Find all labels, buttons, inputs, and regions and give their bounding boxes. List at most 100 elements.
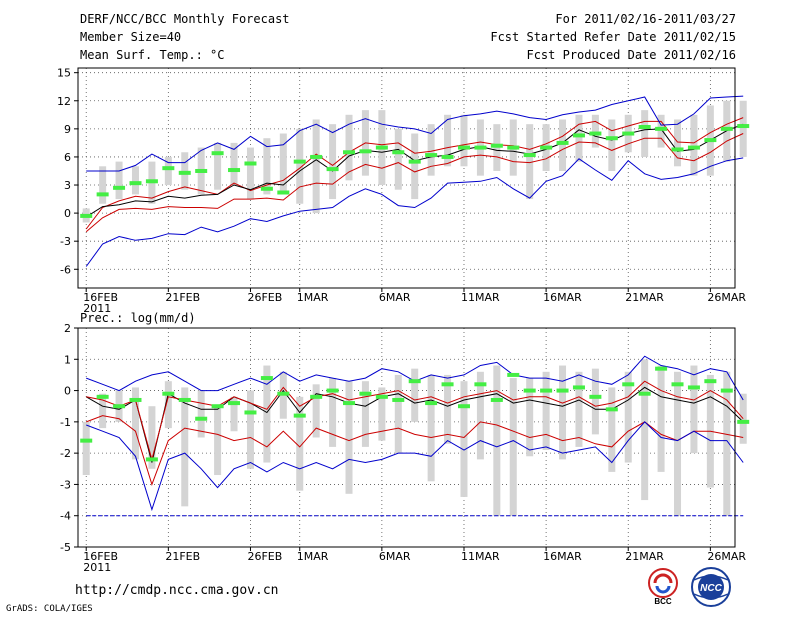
panel-1-median-marker-13 xyxy=(293,159,306,164)
panel-2-xtick-label: 26FEB xyxy=(247,550,282,563)
panel-2-median-marker-15 xyxy=(326,388,339,393)
panel-2-spread-box-15 xyxy=(329,378,337,447)
panel-1-xtick-label: 6MAR xyxy=(379,291,411,304)
panel-2-spread-box-36 xyxy=(674,371,682,516)
fcst-produced-date: Fcst Produced Date 2011/02/16 xyxy=(526,48,736,62)
panel-2-ytick-label: -2 xyxy=(60,447,71,460)
panel-2-median-marker-39 xyxy=(720,388,733,393)
source-url[interactable]: http://cmdp.ncc.cma.gov.cn xyxy=(75,583,279,598)
panel-1-ytick-label: 3 xyxy=(64,179,71,192)
panel-1-ytick-label: 0 xyxy=(64,207,71,220)
panel-1-median-marker-32 xyxy=(605,136,618,141)
panel-1-spread-box-36 xyxy=(674,119,682,167)
panel-2-spread-box-6 xyxy=(181,387,189,507)
panel-1-xtick-year: 2011 xyxy=(83,302,111,315)
panel-1-median-marker-15 xyxy=(326,167,339,172)
panel-2-spread-box-28 xyxy=(542,371,550,451)
panel-2-median-marker-11 xyxy=(260,376,273,381)
panel-2-ytick-label: -5 xyxy=(60,541,71,554)
panel-2-median-marker-31 xyxy=(589,394,602,399)
panel-2-median-marker-16 xyxy=(343,401,356,406)
panel-2-spread-box-11 xyxy=(263,365,271,463)
panel-2-spread-box-39 xyxy=(723,371,731,516)
panel-1-spread-box-31 xyxy=(591,114,599,148)
panel-2-spread-box-22 xyxy=(444,374,452,444)
panel-1-median-marker-34 xyxy=(638,124,651,129)
panel-2-spread-box-27 xyxy=(526,378,534,457)
panel-2-ytick-label: 0 xyxy=(64,385,71,398)
panel-2-spread-box-1 xyxy=(99,393,107,429)
panel-1-median-marker-5 xyxy=(162,166,175,171)
ncc-logo: NCC xyxy=(691,567,731,607)
panel-2-xtick-label: 1MAR xyxy=(297,550,329,563)
panel-2-median-marker-33 xyxy=(622,382,635,387)
grads-credit: GrADS: COLA/IGES xyxy=(6,604,93,614)
panel-2-median-marker-1 xyxy=(96,394,109,399)
panel-2-spread-box-33 xyxy=(624,371,632,463)
panel-2-line-mean xyxy=(85,386,744,463)
panel-2-median-marker-35 xyxy=(655,366,668,371)
panel-2-ytick-label: -1 xyxy=(60,416,71,429)
panel-2-spread-box-32 xyxy=(608,387,616,472)
panel-2-median-marker-32 xyxy=(605,407,618,412)
panel-1-spread-box-3 xyxy=(131,166,139,195)
panel-1-median-marker-6 xyxy=(178,170,191,175)
panel-1-spread-box-14 xyxy=(312,119,320,214)
panel-2-spread-box-24 xyxy=(476,371,484,460)
panel-1-median-marker-37 xyxy=(687,145,700,150)
panel-2-spread-box-18 xyxy=(378,387,386,441)
panel-2-spread-box-30 xyxy=(575,371,583,447)
panel-2-median-marker-9 xyxy=(228,401,241,406)
panel-1-median-marker-20 xyxy=(408,159,421,164)
panel-1-xtick-label: 26FEB xyxy=(247,291,282,304)
panel-2-line-min xyxy=(86,421,744,512)
panel-2-median-marker-2 xyxy=(113,404,126,409)
panel-1-median-marker-39 xyxy=(720,126,733,131)
panel-2-line-mean-minus-sd xyxy=(86,415,744,486)
panel-1-median-marker-14 xyxy=(310,154,323,159)
panel-2-spread-box-8 xyxy=(214,406,222,476)
panel-1-line-min xyxy=(86,95,744,172)
panel-1-spread-box-10 xyxy=(246,147,254,200)
panel-2-spread-box-21 xyxy=(427,374,435,482)
panel-2-median-marker-3 xyxy=(129,397,142,402)
panel-2-median-marker-23 xyxy=(457,404,470,409)
panel-1-median-marker-0 xyxy=(80,213,93,218)
panel-1-xtick-label: 26MAR xyxy=(707,291,746,304)
panel-1-spread-box-30 xyxy=(575,114,583,162)
panel-2-xtick-label: 16MAR xyxy=(543,550,582,563)
panel-2-line-mean-plus-sd xyxy=(86,380,744,462)
panel-1-median-marker-33 xyxy=(622,131,635,136)
panel-1-median-marker-16 xyxy=(343,150,356,155)
panel-2-median-marker-40 xyxy=(737,419,750,424)
panel-1-median-marker-27 xyxy=(523,153,536,158)
panel-2-spread-box-5 xyxy=(164,381,172,429)
panel-1-median-marker-40 xyxy=(737,124,750,129)
panel-2-median-marker-7 xyxy=(195,416,208,421)
panel-1-median-marker-25 xyxy=(490,143,503,148)
panel-1-spread-box-9 xyxy=(230,142,238,186)
panel-2-ytick-label: 1 xyxy=(64,353,71,366)
panel-2-median-marker-4 xyxy=(145,457,158,462)
panel-1-spread-box-11 xyxy=(263,138,271,195)
panel-1-median-marker-2 xyxy=(113,185,126,190)
panel-1-spread-box-27 xyxy=(526,124,534,200)
panel-2-spread-box-20 xyxy=(411,368,419,422)
panel-2-xtick-label: 6MAR xyxy=(379,550,411,563)
panel-2-spread-box-26 xyxy=(509,378,517,516)
panel-2-median-marker-10 xyxy=(244,410,257,415)
panel-1-spread-box-40 xyxy=(739,100,747,157)
panel-2-median-marker-25 xyxy=(490,397,503,402)
panel-2-median-marker-12 xyxy=(277,391,290,396)
panel-2-median-marker-5 xyxy=(162,391,175,396)
panel-1-frame xyxy=(77,67,736,289)
panel-2-ytick-label: -3 xyxy=(60,478,71,491)
panel-1-xtick-label: 16MAR xyxy=(543,291,582,304)
precip-label: Prec.: log(mm/d) xyxy=(80,311,196,325)
panel-1-spread-box-16 xyxy=(345,114,353,181)
panel-1-median-marker-23 xyxy=(457,145,470,150)
panel-2-spread-box-31 xyxy=(591,368,599,435)
panel-1-median-marker-21 xyxy=(425,153,438,158)
panel-1-spread-box-22 xyxy=(444,114,452,167)
panel-1-median-marker-28 xyxy=(540,145,553,150)
